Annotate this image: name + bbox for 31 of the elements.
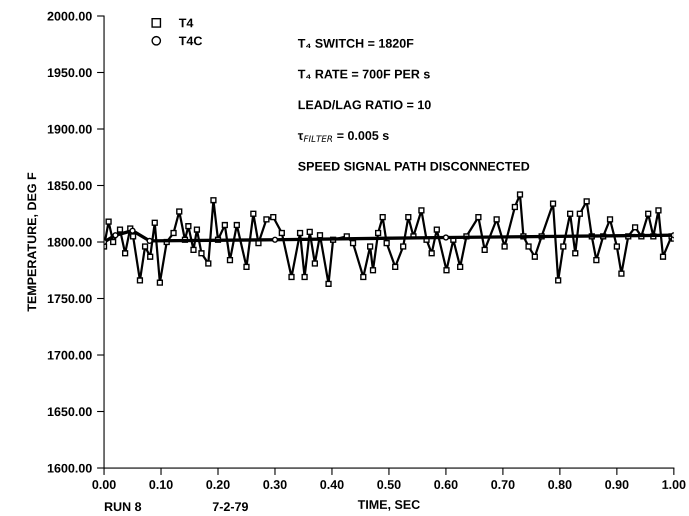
text: 7-2-79 xyxy=(212,502,248,512)
annotation: LEAD/LAG RATIO = 10 xyxy=(298,100,431,110)
x-tick-label: 0.60 xyxy=(434,480,458,489)
legend-label: T4C xyxy=(178,36,202,46)
y-tick-label: 1950.00 xyxy=(48,68,92,78)
x-tick-label: 1.00 xyxy=(662,480,686,489)
x-tick-label: 0.70 xyxy=(491,480,515,489)
y-tick-label: 1800.00 xyxy=(48,238,92,247)
y-tick-label: 1850.00 xyxy=(48,181,92,190)
y-tick-label: 1750.00 xyxy=(48,294,92,304)
y-tick-label: 1600.00 xyxy=(48,464,92,473)
y-axis-title: TEMPERATURE, DEG F xyxy=(27,172,38,312)
x-axis-title: TIME, SEC xyxy=(358,500,420,511)
y-tick-label: 1700.00 xyxy=(48,350,92,360)
annotation: τ$_{FILTER}$ = 0.005 s xyxy=(298,131,389,142)
x-tick-label: 0.20 xyxy=(206,480,230,489)
legend-label: T4 xyxy=(178,18,194,28)
annotation: SPEED SIGNAL PATH DISCONNECTED xyxy=(298,162,530,171)
y-tick-label: 1900.00 xyxy=(48,124,92,134)
x-tick-label: 0.10 xyxy=(149,480,173,489)
x-tick-label: 0.00 xyxy=(92,480,116,489)
x-tick-label: 0.50 xyxy=(377,480,401,489)
annotation: T₄ SWITCH = 1820F xyxy=(298,38,414,48)
x-tick-label: 0.40 xyxy=(320,480,344,489)
x-tick-label: 0.30 xyxy=(263,480,287,490)
x-tick-label: 0.90 xyxy=(605,480,629,489)
y-tick-label: 1650.00 xyxy=(48,407,92,416)
annotation: T₄ RATE = 700F PER s xyxy=(298,70,430,79)
y-tick-label: 2000.00 xyxy=(47,12,92,21)
x-tick-label: 0.80 xyxy=(548,480,572,489)
text: RUN 8 xyxy=(104,502,142,512)
